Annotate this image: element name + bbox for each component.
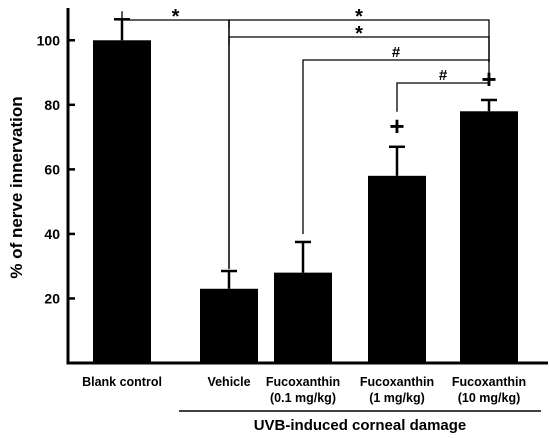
plus-mark: + [389,111,404,141]
y-axis-title: % of nerve innervation [7,96,26,278]
x-category-label: (10 mg/kg) [458,391,521,405]
significance-bracket [302,59,490,234]
x-category-label: Fucoxanthin [266,375,340,389]
x-category-label: (1 mg/kg) [369,391,425,405]
significance-symbol: * [172,6,180,28]
x-category-label: (0.1 mg/kg) [270,391,336,405]
bar [93,40,151,363]
significance-symbol: # [439,67,448,84]
group-label: UVB-induced corneal damage [254,417,467,434]
bar [200,288,258,363]
x-category-label: Blank control [82,375,162,389]
x-category-label: Fucoxanthin [452,375,526,389]
significance-symbol: * [355,23,363,45]
y-tick-label: 40 [44,226,60,242]
significance-symbol: # [392,44,401,61]
bar [274,272,332,363]
y-tick-label: 20 [44,290,60,306]
bar [368,175,426,363]
y-tick-label: 100 [37,32,61,48]
y-tick-label: 60 [44,161,60,177]
x-category-label: Fucoxanthin [360,375,434,389]
x-category-label: Vehicle [207,375,250,389]
y-tick-label: 80 [44,97,60,113]
significance-bracket [396,61,490,112]
bar [460,111,518,363]
significance-symbol: * [355,6,363,28]
